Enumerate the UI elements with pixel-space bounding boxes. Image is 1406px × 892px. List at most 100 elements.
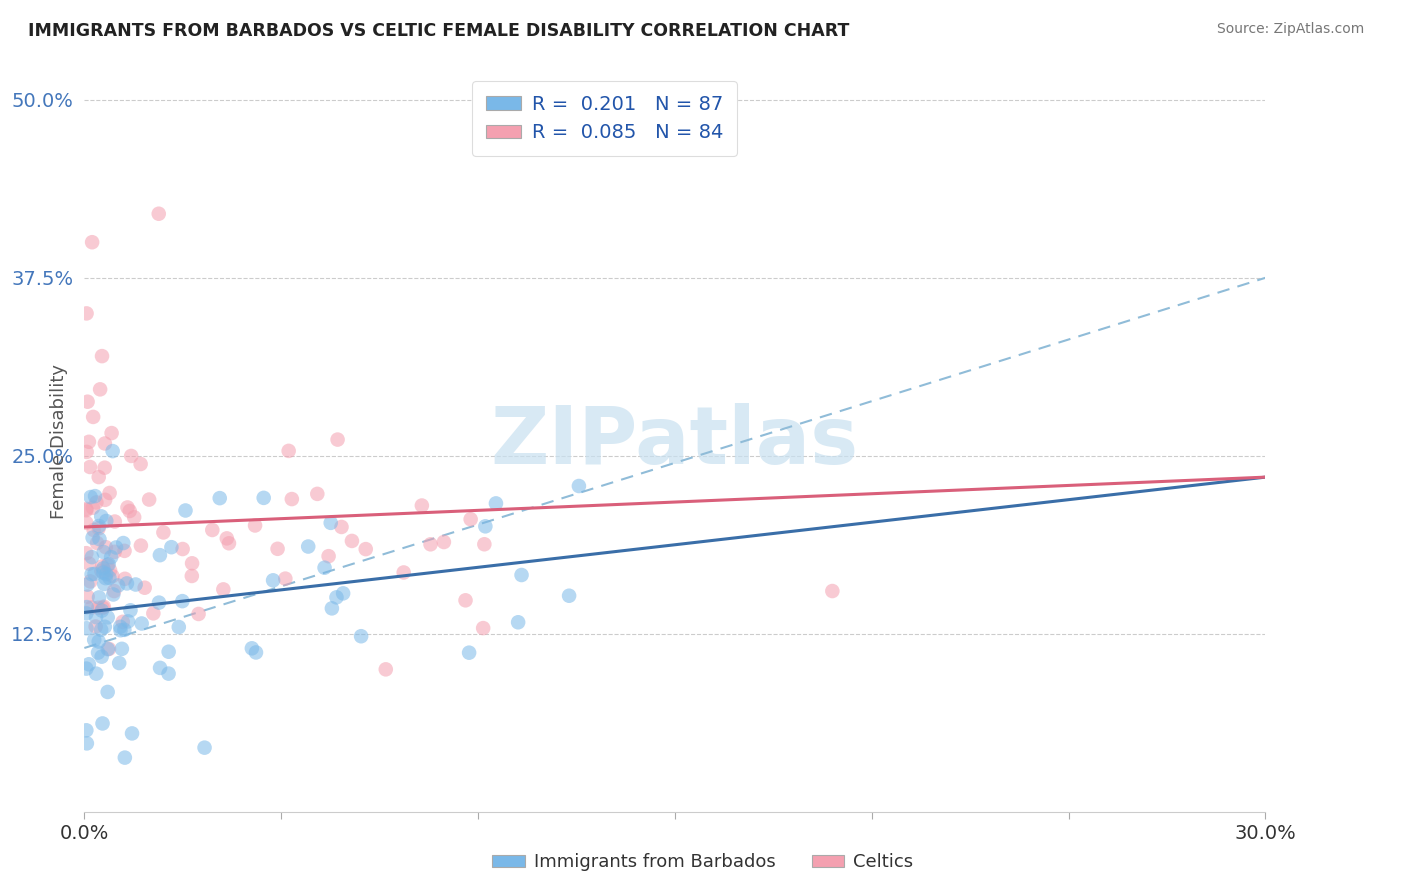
Point xyxy=(149,661,172,675)
Point xyxy=(115,576,138,591)
Point xyxy=(274,572,297,586)
Point xyxy=(354,542,377,557)
Point xyxy=(90,564,112,578)
Point xyxy=(86,495,108,509)
Point xyxy=(330,520,353,534)
Text: ZIPatlas: ZIPatlas xyxy=(491,402,859,481)
Legend: Immigrants from Barbados, Celtics: Immigrants from Barbados, Celtics xyxy=(485,847,921,879)
Point xyxy=(75,503,97,517)
Point xyxy=(94,620,117,634)
Point xyxy=(326,433,349,447)
Point xyxy=(472,537,495,551)
Point xyxy=(307,487,329,501)
Point xyxy=(208,491,231,505)
Point xyxy=(114,750,136,764)
Point xyxy=(110,624,132,638)
Point xyxy=(87,634,110,648)
Point xyxy=(87,591,110,605)
Point xyxy=(97,642,120,657)
Point xyxy=(120,603,142,617)
Point xyxy=(472,621,495,635)
Point xyxy=(96,567,118,582)
Point xyxy=(94,492,117,507)
Point xyxy=(122,510,145,524)
Point xyxy=(75,546,97,560)
Point xyxy=(93,545,115,559)
Point xyxy=(117,500,139,515)
Point xyxy=(89,382,111,396)
Point xyxy=(508,615,530,630)
Point xyxy=(86,536,108,550)
Point xyxy=(90,604,112,618)
Point xyxy=(103,587,125,601)
Point xyxy=(105,541,128,555)
Point xyxy=(87,646,110,660)
Point xyxy=(91,716,114,731)
Point xyxy=(821,584,844,599)
Point xyxy=(160,540,183,554)
Point xyxy=(138,492,160,507)
Point xyxy=(76,394,98,409)
Point xyxy=(157,666,180,681)
Point xyxy=(149,548,172,562)
Point xyxy=(96,514,118,528)
Point xyxy=(458,646,481,660)
Point xyxy=(75,607,97,621)
Point xyxy=(240,641,263,656)
Point xyxy=(314,560,336,574)
Point xyxy=(82,409,104,424)
Point xyxy=(212,582,235,597)
Point xyxy=(90,649,112,664)
Text: Source: ZipAtlas.com: Source: ZipAtlas.com xyxy=(1216,22,1364,37)
Point xyxy=(114,544,136,558)
Point xyxy=(148,207,170,221)
Point xyxy=(510,568,533,582)
Point xyxy=(218,536,240,550)
Point xyxy=(79,574,101,589)
Point xyxy=(91,559,114,574)
Point xyxy=(181,557,204,571)
Point xyxy=(568,479,591,493)
Point xyxy=(454,593,477,607)
Point xyxy=(321,601,343,615)
Point xyxy=(94,436,117,450)
Point xyxy=(97,558,120,572)
Point xyxy=(84,666,107,681)
Point xyxy=(104,515,127,529)
Point xyxy=(80,600,103,615)
Point xyxy=(93,577,115,591)
Point xyxy=(201,523,224,537)
Point xyxy=(93,460,115,475)
Point xyxy=(91,561,114,575)
Point xyxy=(93,566,115,580)
Point xyxy=(94,540,117,554)
Point xyxy=(117,615,139,629)
Point xyxy=(266,541,288,556)
Point xyxy=(121,726,143,740)
Point xyxy=(281,491,304,506)
Point xyxy=(80,550,103,565)
Point xyxy=(97,558,120,572)
Point xyxy=(82,235,104,250)
Point xyxy=(215,532,238,546)
Y-axis label: Female Disability: Female Disability xyxy=(49,364,67,519)
Point xyxy=(253,491,276,505)
Point xyxy=(87,600,110,615)
Point xyxy=(77,434,100,449)
Point xyxy=(75,516,97,530)
Point xyxy=(108,656,131,670)
Point xyxy=(76,445,98,459)
Point xyxy=(107,578,129,592)
Point xyxy=(84,489,107,503)
Point xyxy=(193,740,215,755)
Point xyxy=(558,589,581,603)
Point xyxy=(411,499,433,513)
Point xyxy=(93,599,115,614)
Point xyxy=(419,537,441,551)
Point xyxy=(433,535,456,549)
Point xyxy=(76,577,98,591)
Point xyxy=(340,533,363,548)
Point xyxy=(262,574,284,588)
Point xyxy=(460,512,482,526)
Point xyxy=(172,542,194,557)
